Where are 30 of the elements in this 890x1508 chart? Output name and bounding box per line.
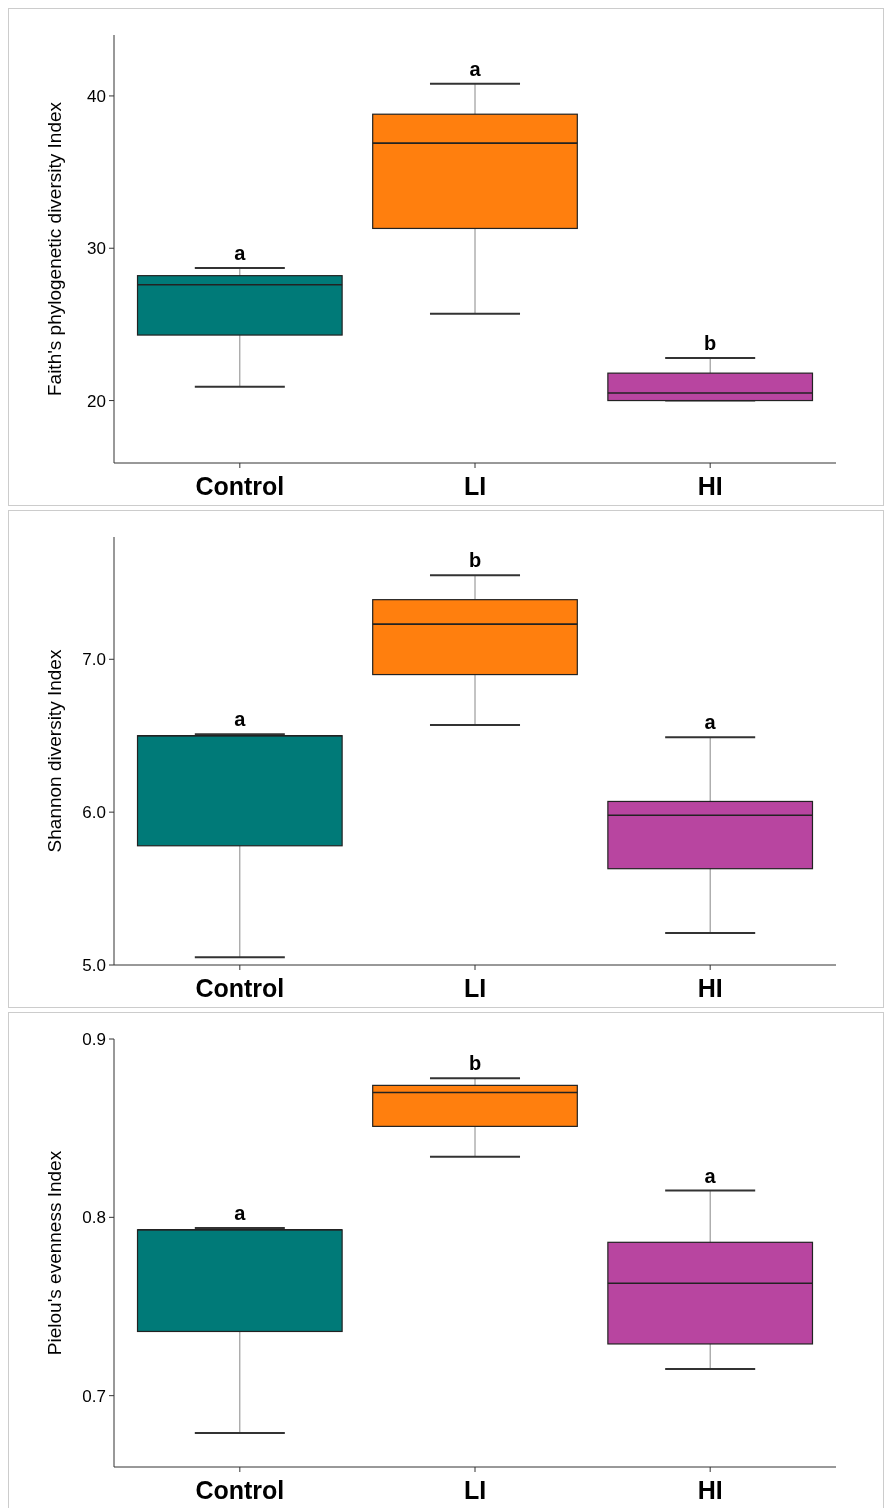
annotation: a [704, 711, 717, 734]
annotation: b [468, 549, 482, 572]
annotation: a [234, 242, 247, 265]
annotation: a [234, 708, 247, 731]
x-tick-label: LI [463, 472, 487, 500]
annotation: b [468, 1052, 482, 1075]
x-tick-label: LI [463, 1476, 487, 1504]
y-tick-label: 0.7 [82, 1386, 106, 1406]
x-tick-label: HI [697, 472, 723, 500]
y-tick-label: 40 [87, 86, 106, 106]
y-axis-title: Shannon diversity Index [44, 649, 65, 853]
annotation: a [704, 1164, 717, 1187]
y-tick-label: 0.9 [82, 1029, 106, 1049]
y-tick-label: 5.0 [82, 955, 106, 975]
x-tick-label: Control [195, 974, 285, 1002]
x-tick-label: Control [195, 1476, 285, 1504]
y-axis-title: Faith's phylogenetic diversity Index [44, 101, 65, 397]
y-tick-label: 20 [87, 391, 106, 411]
y-tick-label: 0.8 [82, 1208, 106, 1228]
x-tick-label: HI [697, 974, 723, 1002]
y-axis-title: Pielou's evenness Index [44, 1150, 65, 1356]
annotation: a [469, 57, 482, 80]
y-tick-label: 6.0 [82, 803, 106, 823]
x-tick-label: HI [697, 1476, 723, 1504]
x-tick-label: Control [195, 472, 285, 500]
annotation: a [234, 1202, 247, 1225]
y-tick-label: 7.0 [82, 650, 106, 670]
annotation: b [704, 331, 717, 354]
x-tick-label: LI [463, 974, 487, 1002]
y-tick-label: 30 [87, 239, 106, 259]
